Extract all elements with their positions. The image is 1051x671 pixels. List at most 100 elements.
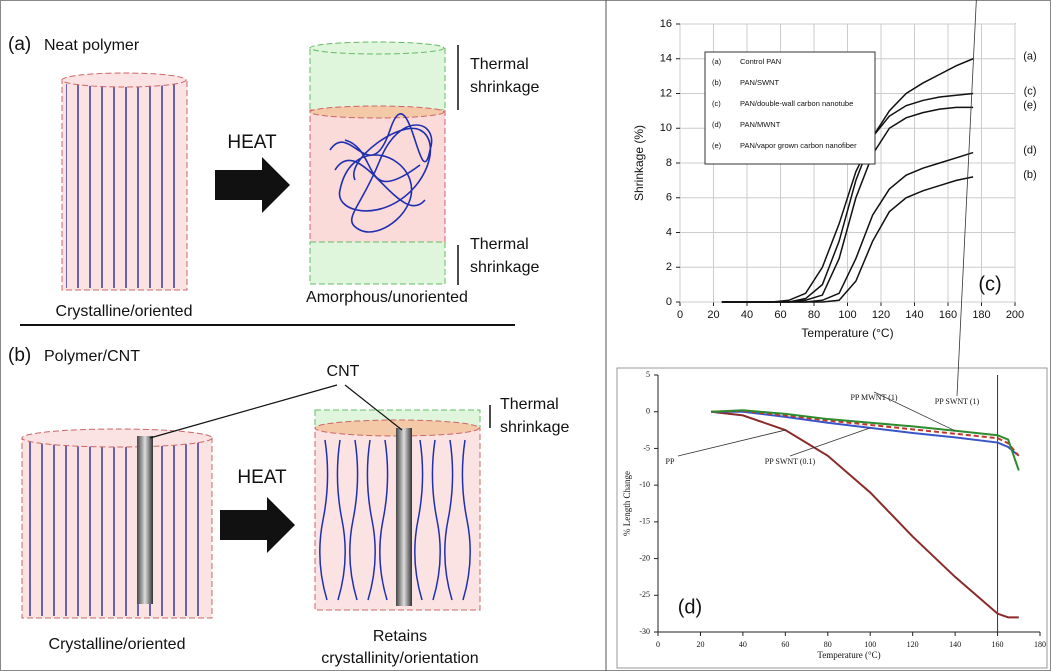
panel-label: (d) [678, 596, 702, 618]
shrink-label: Thermal [500, 396, 559, 413]
nanotube [137, 436, 153, 604]
series-annotation: PP [666, 457, 675, 466]
y-tick-label: 16 [660, 18, 672, 30]
chart-frame [616, 367, 1048, 669]
caption: Crystalline/oriented [56, 303, 193, 320]
caption: crystallinity/orientation [321, 650, 478, 667]
y-tick-label: 4 [666, 226, 672, 238]
shrink-label: shrinkage [470, 259, 539, 276]
y-tick-label: 6 [666, 192, 672, 204]
x-axis-title: Temperature (°C) [817, 650, 880, 660]
cylinder-top [61, 72, 187, 88]
tangled-chains [329, 113, 433, 233]
x-tick-label: 180 [972, 309, 990, 321]
y-tick-label: -20 [639, 553, 650, 562]
x-tick-label: 140 [949, 640, 961, 649]
panel-b: (b) Polymer/CNT Crystalline/oriented HEA… [8, 345, 569, 667]
panel-title: Neat polymer [44, 37, 140, 54]
caption: Amorphous/unoriented [306, 289, 468, 306]
shrink-label: Thermal [470, 56, 529, 73]
shrink-label: shrinkage [470, 79, 539, 96]
x-tick-label: 80 [808, 309, 820, 321]
x-tick-label: 0 [656, 640, 660, 649]
panel-a: (a) Neat polymer Crystalline/oriented HE… [8, 34, 539, 320]
legend-key: (e) [712, 141, 722, 150]
chains [66, 84, 183, 288]
x-tick-label: 40 [741, 309, 753, 321]
series-end-label: (d) [1023, 144, 1036, 156]
panel-label: (c) [978, 273, 1001, 295]
y-tick-label: -30 [639, 627, 650, 636]
y-tick-label: 12 [660, 87, 672, 99]
data-line [721, 106, 974, 303]
caption: Retains [373, 628, 427, 645]
x-tick-label: 100 [864, 640, 876, 649]
legend-key: (d) [712, 120, 722, 129]
legend-label: PAN/MWNT [740, 120, 781, 129]
series-end-label: (c) [1024, 85, 1037, 97]
series-end-label: (e) [1023, 99, 1036, 111]
legend-label: PAN/double-wall carbon nanotube [740, 99, 853, 108]
x-tick-label: 0 [677, 309, 683, 321]
series-annotation: PP SWNT (1) [935, 397, 980, 406]
x-tick-label: 160 [992, 640, 1004, 649]
shrink-label: Thermal [470, 236, 529, 253]
legend-key: (b) [712, 78, 722, 87]
x-tick-label: 140 [905, 309, 923, 321]
panel-letter: (b) [8, 345, 31, 366]
x-tick-label: 20 [696, 640, 704, 649]
annotation-arrow [677, 429, 786, 457]
x-tick-label: 180 [1034, 640, 1046, 649]
shrink-region [309, 47, 446, 111]
panel-letter: (a) [8, 34, 31, 55]
y-axis-title: % Length Change [622, 471, 632, 536]
data-line [710, 410, 1019, 619]
caption: Crystalline/oriented [49, 636, 186, 653]
cylinder-top [21, 428, 213, 448]
x-tick-label: 60 [774, 309, 786, 321]
x-tick-label: 60 [781, 640, 789, 649]
y-tick-label: 2 [666, 261, 672, 273]
shrink-region [309, 241, 446, 285]
cylinder-top [309, 105, 445, 119]
series-annotation: PP SWNT (0.1) [765, 457, 816, 466]
legend-label: PAN/vapor grown carbon nanofiber [740, 141, 857, 150]
x-tick-label: 120 [872, 309, 890, 321]
series-end-label: (b) [1023, 169, 1036, 181]
cnt-label: CNT [327, 363, 360, 380]
x-tick-label: 120 [907, 640, 919, 649]
series-end-label: (a) [1023, 51, 1036, 63]
y-tick-label: 8 [666, 157, 672, 169]
legend-label: PAN/SWNT [740, 78, 779, 87]
y-tick-label: -15 [639, 517, 650, 526]
x-tick-label: 40 [739, 640, 747, 649]
y-tick-label: -10 [639, 480, 650, 489]
y-tick-label: 14 [660, 53, 672, 65]
arrow [215, 157, 290, 213]
legend [704, 51, 876, 165]
y-tick-label: 10 [660, 122, 672, 134]
data-line [711, 409, 1020, 471]
x-tick-label: 20 [707, 309, 719, 321]
y-tick-label: -5 [643, 443, 650, 452]
panel-title: Polymer/CNT [44, 348, 140, 365]
legend-key: (c) [712, 99, 721, 108]
legend-key: (a) [712, 57, 722, 66]
annotation-arrow [956, 0, 977, 397]
data-line [711, 410, 1020, 457]
nanotube [396, 428, 412, 606]
annotation-arrow [789, 427, 871, 457]
x-tick-label: 100 [838, 309, 856, 321]
heat-label: HEAT [237, 467, 287, 488]
series-annotation: PP MWNT (1) [850, 393, 897, 402]
chains [319, 439, 471, 601]
y-tick-label: 0 [666, 296, 672, 308]
arrow [220, 497, 295, 553]
x-tick-label: 200 [1006, 309, 1024, 321]
x-axis-title: Temperature (°C) [801, 326, 893, 340]
shrink-label: shrinkage [500, 419, 569, 436]
cylinder-top [309, 41, 445, 55]
cylinder [309, 109, 446, 243]
